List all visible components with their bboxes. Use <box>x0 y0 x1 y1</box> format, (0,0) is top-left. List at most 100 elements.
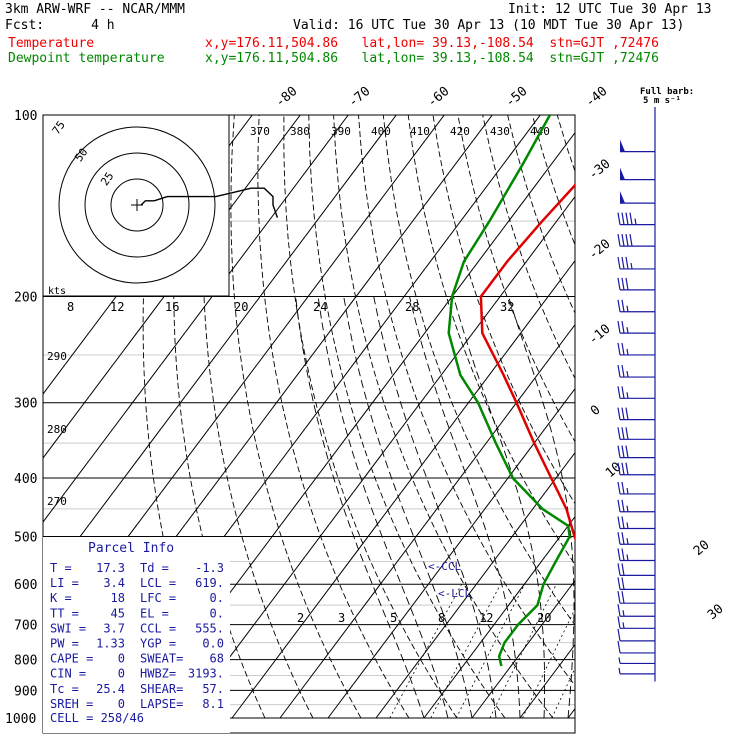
mixing-ratio-tick-label: 32 <box>500 300 514 314</box>
moist-adiabat-line <box>317 296 449 719</box>
dry-adiabat-line <box>556 115 575 173</box>
wind-barb-full <box>625 445 629 458</box>
temperature-tick-label: -70 <box>346 84 374 111</box>
dry-adiabat-tick-label: 280 <box>47 423 67 436</box>
dry-adiabat-line <box>358 115 575 687</box>
dry-adiabat-line <box>230 115 362 719</box>
mixing-ratio-line <box>522 608 575 719</box>
parcel-info-title: Parcel Info <box>88 541 174 556</box>
parcel-value: 57. <box>202 682 224 696</box>
wind-barb-half <box>618 667 621 674</box>
wind-barb-half <box>618 657 621 664</box>
temperature-tick-label: -10 <box>586 321 614 348</box>
parcel-value: 68 <box>210 652 224 666</box>
wind-barb <box>617 548 655 562</box>
theta-tick-label: 410 <box>410 125 430 138</box>
isotherm-line <box>664 115 740 718</box>
temperature-tick-label: 0 <box>588 403 604 420</box>
theta-tick-label: 370 <box>250 125 270 138</box>
wind-barb <box>617 299 655 313</box>
isotherm-line <box>471 579 575 719</box>
wind-barb <box>617 516 655 530</box>
wind-barb <box>617 386 655 399</box>
mixing-ratio-tick-label: 28 <box>405 300 419 314</box>
hodograph <box>42 114 279 297</box>
dry-adiabat-line <box>382 115 575 626</box>
parcel-value: 555. <box>195 621 224 635</box>
isotherm-line <box>183 195 575 719</box>
pressure-tick-label: 900 <box>14 684 37 699</box>
dry-adiabat-line <box>706 115 740 718</box>
wind-barb-full <box>617 342 621 356</box>
wind-barb <box>620 191 655 204</box>
wind-barb-half <box>626 554 629 561</box>
dry-adiabat-line <box>407 115 575 566</box>
mixing-ratio-line <box>591 584 652 718</box>
dry-adiabat-line <box>457 115 575 443</box>
wind-barb-full <box>617 277 621 290</box>
forecast-hour: Fcst: 4 h <box>5 18 115 33</box>
mixing-ratio-tick-label: 2 <box>297 611 304 625</box>
wind-barb-full <box>617 212 621 225</box>
isotherm-line <box>43 115 349 523</box>
wind-barb-full <box>617 628 621 642</box>
wind-barb-half <box>626 522 629 529</box>
wind-barbs <box>617 107 656 682</box>
isotherm-line <box>423 515 575 719</box>
parcel-label: SWEAT= <box>140 652 183 666</box>
wind-barb-full <box>617 234 621 247</box>
temperature-tick-label: -60 <box>425 84 453 111</box>
parcel-info-box <box>43 537 230 733</box>
parcel-value: 0. <box>210 606 224 620</box>
mixing-ratio-tick-label: 12 <box>479 611 493 625</box>
parcel-label: LAPSE= <box>140 697 183 711</box>
temperature-tick-label: -20 <box>586 236 614 263</box>
mixing-ratio-tick-label: 12 <box>110 300 124 314</box>
hodo-ring-50-label: 50 <box>72 146 90 164</box>
wind-barb-full <box>617 299 621 312</box>
wind-barb-pennant <box>620 191 625 204</box>
init-time: Init: 12 UTC Tue 30 Apr 13 <box>508 2 712 17</box>
dry-adiabat-line <box>432 115 575 505</box>
parcel-label: CIN = <box>50 667 86 681</box>
theta-tick-label: 420 <box>450 125 470 138</box>
wind-barb-full <box>621 445 625 458</box>
wind-barb-full <box>621 427 625 440</box>
parcel-label: TT = <box>50 606 79 620</box>
isotherm-line <box>712 115 740 718</box>
wind-barb <box>617 445 655 459</box>
wind-barb-full <box>621 386 625 399</box>
wind-barb <box>617 604 655 617</box>
pressure-tick-label: 300 <box>14 397 37 412</box>
wind-barb-half <box>634 218 637 225</box>
wind-barb <box>617 640 655 654</box>
parcel-label: CCL = <box>140 621 176 635</box>
wind-barb-full <box>621 256 625 270</box>
wind-barb-full <box>621 462 625 475</box>
dry-adiabat-line <box>682 115 740 718</box>
temperature-tick-label: 10 <box>603 460 625 482</box>
wind-barb-full <box>625 212 629 225</box>
hodograph-ring <box>84 152 190 258</box>
wind-barb <box>620 167 655 181</box>
dry-adiabat-line <box>657 115 740 718</box>
wind-barb <box>617 212 655 226</box>
mixing-ratio-tick-label: 3 <box>338 611 345 625</box>
wind-barb-full <box>617 427 621 440</box>
moist-adiabat-line <box>373 296 497 719</box>
wind-barb-full <box>621 481 625 495</box>
dry-adiabat-line <box>582 115 740 718</box>
wind-barb <box>618 657 655 665</box>
dry-adiabat-line <box>731 115 740 718</box>
wind-barb <box>617 256 655 270</box>
temperature-tick-label: -50 <box>503 84 531 111</box>
parcel-label: HWBZ= <box>140 667 176 681</box>
mixing-ratio-tick-label: 8 <box>67 300 74 314</box>
plot-frame <box>42 114 576 734</box>
parcel-label: SHEAR= <box>140 682 183 696</box>
isotherm-line <box>567 707 575 719</box>
hodo-ring-75-label: 75 <box>50 119 68 137</box>
wind-barb <box>618 667 655 675</box>
isotherm-line <box>375 451 575 719</box>
